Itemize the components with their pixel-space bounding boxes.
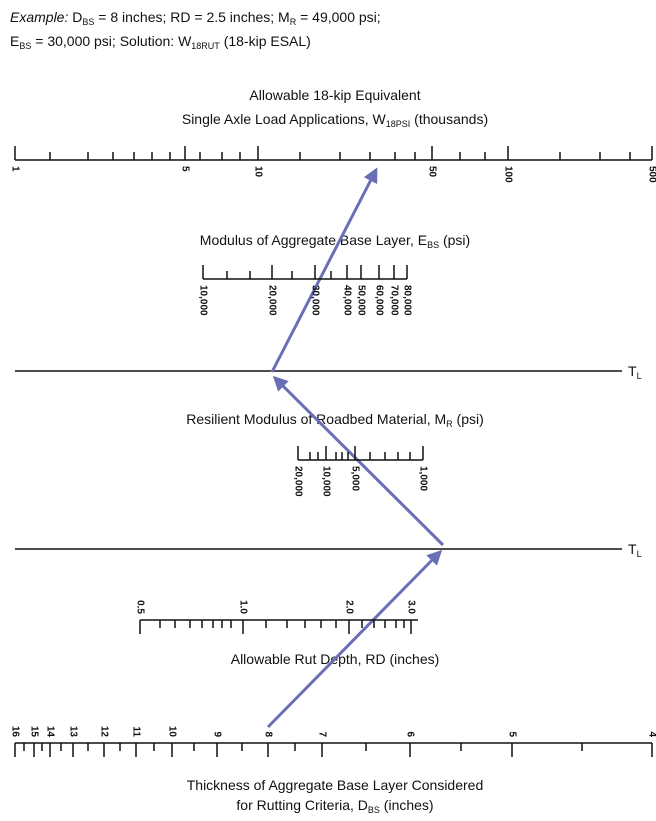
solution-path (266, 167, 445, 729)
tick-label: 20,000 (292, 466, 303, 497)
tick-label: 5 (179, 166, 190, 172)
tick-label: 8 (262, 731, 273, 737)
tick-label: 50 (426, 166, 437, 178)
tick-label: 1 (9, 166, 20, 172)
scale-title: Modulus of Aggregate Base Layer, EBS (ps… (200, 232, 470, 250)
tick-label: 10,000 (197, 285, 208, 316)
tick-label: 12 (98, 726, 109, 738)
tick-label: 5 (506, 731, 517, 737)
tick-label: 6 (404, 731, 415, 737)
tick-label: 15 (28, 726, 39, 738)
tick-label: 20,000 (266, 285, 277, 316)
tick-label: 9 (211, 731, 222, 737)
example-line-2: EBS = 30,000 psi; Solution: W18RUT (18-k… (10, 33, 311, 51)
solution-arrow (270, 167, 378, 373)
turning-line-label: TL (628, 541, 642, 559)
tick-label: 10 (252, 166, 263, 178)
scale-title: Resilient Modulus of Roadbed Material, M… (186, 411, 484, 429)
tick-label: 1.0 (237, 600, 248, 614)
tick-label: 16 (9, 726, 20, 738)
tick-label: 500 (646, 166, 656, 183)
turning-line-label: TL (628, 363, 642, 381)
example-line-1: Example: DBS = 8 inches; RD = 2.5 inches… (10, 9, 381, 27)
tick-label: 5,000 (349, 466, 360, 491)
scale-title: Single Axle Load Applications, W18PSI (t… (182, 111, 488, 129)
scale-title: for Rutting Criteria, DBS (inches) (236, 797, 433, 815)
tick-label: 1,000 (417, 466, 428, 491)
tick-label: 10 (166, 726, 177, 738)
tick-label: 100 (502, 166, 513, 183)
scale-title: Allowable 18-kip Equivalent (249, 87, 420, 103)
tick-label: 3.0 (405, 600, 416, 614)
tick-label: 0.5 (134, 600, 145, 614)
tick-label: 40,000 (341, 285, 352, 316)
tick-label: 80,000 (401, 285, 412, 316)
tick-label: 2.0 (343, 600, 354, 614)
tick-label: 14 (44, 726, 55, 738)
solution-arrow (272, 375, 445, 547)
tick-label: 4 (646, 731, 656, 737)
tick-label: 30,000 (309, 285, 320, 316)
tick-label: 70,000 (388, 285, 399, 316)
tick-label: 50,000 (355, 285, 366, 316)
scale-title: Thickness of Aggregate Base Layer Consid… (187, 777, 484, 793)
tick-label: 11 (130, 726, 141, 737)
tick-label: 13 (67, 726, 78, 738)
solution-arrow (266, 549, 443, 729)
tick-label: 10,000 (320, 466, 331, 497)
tick-label: 7 (316, 731, 327, 737)
tick-label: 60,000 (373, 285, 384, 316)
